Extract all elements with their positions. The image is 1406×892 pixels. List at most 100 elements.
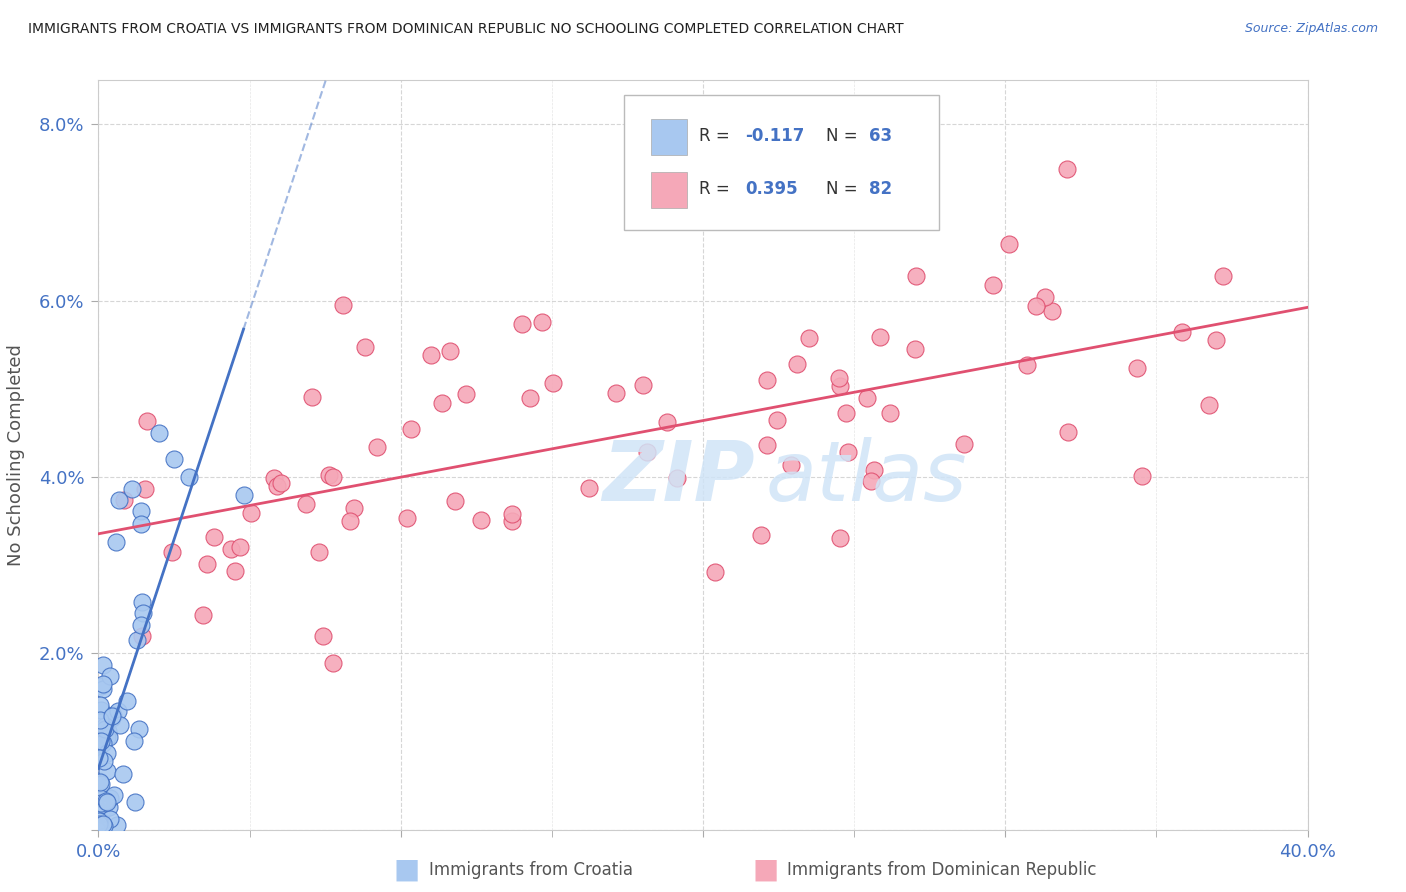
Point bbox=[308, 544, 330, 558]
Point bbox=[1171, 325, 1194, 339]
Point bbox=[193, 608, 215, 623]
Text: ■: ■ bbox=[394, 855, 420, 884]
Point bbox=[786, 357, 808, 371]
Point bbox=[91, 737, 114, 751]
Point bbox=[541, 376, 564, 390]
Point bbox=[195, 558, 218, 572]
Point bbox=[134, 482, 156, 496]
Point bbox=[89, 814, 111, 828]
Point bbox=[128, 722, 150, 736]
Point bbox=[1015, 358, 1038, 372]
FancyBboxPatch shape bbox=[651, 120, 688, 155]
Point bbox=[160, 544, 183, 558]
Point bbox=[301, 391, 323, 405]
Point bbox=[1205, 333, 1227, 347]
Point bbox=[90, 806, 112, 821]
Point bbox=[605, 385, 627, 400]
Point bbox=[91, 658, 114, 673]
Text: Source: ZipAtlas.com: Source: ZipAtlas.com bbox=[1244, 22, 1378, 36]
Point bbox=[755, 438, 778, 452]
Point bbox=[1198, 398, 1220, 412]
Point bbox=[204, 530, 226, 544]
Point bbox=[353, 340, 375, 354]
Point bbox=[432, 395, 454, 409]
Point bbox=[240, 506, 263, 520]
Point bbox=[90, 679, 112, 693]
Point bbox=[655, 415, 678, 429]
Point bbox=[318, 467, 340, 482]
Point bbox=[766, 413, 789, 427]
Text: Immigrants from Dominican Republic: Immigrants from Dominican Republic bbox=[787, 861, 1097, 879]
Point bbox=[91, 682, 114, 697]
Point bbox=[132, 606, 155, 620]
Point bbox=[136, 414, 159, 428]
Text: R =: R = bbox=[699, 128, 735, 145]
Point bbox=[232, 487, 254, 501]
Text: N =: N = bbox=[827, 128, 863, 145]
Y-axis label: No Schooling Completed: No Schooling Completed bbox=[7, 344, 25, 566]
Point bbox=[1126, 361, 1149, 376]
Point bbox=[90, 734, 112, 748]
Point bbox=[89, 713, 111, 727]
Point bbox=[87, 751, 110, 765]
Point bbox=[124, 795, 146, 809]
Text: N =: N = bbox=[827, 180, 863, 198]
Point bbox=[131, 595, 153, 609]
Point bbox=[749, 528, 772, 542]
Point bbox=[830, 531, 852, 545]
Point bbox=[1056, 161, 1078, 176]
Text: 63: 63 bbox=[869, 128, 891, 145]
Point bbox=[322, 470, 344, 484]
Point bbox=[501, 514, 523, 528]
Point bbox=[1025, 299, 1047, 313]
Text: Immigrants from Croatia: Immigrants from Croatia bbox=[429, 861, 633, 879]
Point bbox=[103, 788, 125, 802]
Point bbox=[266, 479, 288, 493]
Point bbox=[98, 668, 121, 682]
Point bbox=[366, 440, 388, 454]
Point bbox=[89, 814, 111, 828]
FancyBboxPatch shape bbox=[624, 95, 939, 230]
Point bbox=[322, 657, 344, 671]
Point bbox=[862, 463, 884, 477]
Point bbox=[755, 373, 778, 387]
Point bbox=[98, 812, 121, 826]
Text: -0.117: -0.117 bbox=[745, 128, 804, 145]
Point bbox=[519, 391, 541, 405]
Point bbox=[444, 493, 467, 508]
Text: atlas: atlas bbox=[765, 437, 967, 518]
Point bbox=[89, 698, 111, 712]
Point bbox=[294, 497, 316, 511]
Point bbox=[129, 516, 152, 531]
Point bbox=[636, 445, 658, 459]
Point bbox=[114, 492, 136, 507]
Point bbox=[179, 470, 201, 484]
Point bbox=[224, 565, 246, 579]
Point bbox=[94, 718, 117, 732]
Point bbox=[89, 791, 111, 805]
Point bbox=[101, 709, 124, 723]
Text: IMMIGRANTS FROM CROATIA VS IMMIGRANTS FROM DOMINICAN REPUBLIC NO SCHOOLING COMPL: IMMIGRANTS FROM CROATIA VS IMMIGRANTS FR… bbox=[28, 22, 904, 37]
Point bbox=[263, 471, 285, 485]
Point bbox=[96, 731, 118, 745]
Point bbox=[98, 800, 121, 814]
Point bbox=[1212, 269, 1234, 284]
Text: 0.395: 0.395 bbox=[745, 180, 799, 198]
Point bbox=[510, 318, 533, 332]
Point bbox=[91, 817, 114, 831]
Point bbox=[981, 278, 1004, 293]
Point bbox=[124, 734, 146, 748]
Point bbox=[1056, 425, 1078, 440]
Point bbox=[87, 817, 110, 831]
Point bbox=[105, 818, 128, 832]
Point bbox=[125, 632, 148, 647]
Point bbox=[998, 237, 1021, 252]
Point bbox=[399, 422, 422, 436]
Point bbox=[108, 492, 131, 507]
Text: 82: 82 bbox=[869, 180, 891, 198]
Point bbox=[89, 799, 111, 814]
Point bbox=[121, 483, 143, 497]
Point bbox=[578, 482, 600, 496]
Point bbox=[105, 534, 128, 549]
Point bbox=[96, 795, 118, 809]
